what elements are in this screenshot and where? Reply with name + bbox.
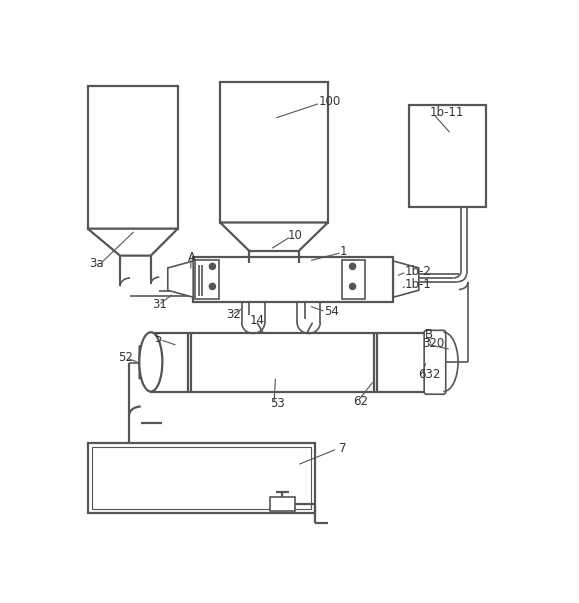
Text: 62: 62 bbox=[353, 396, 368, 408]
Text: 5: 5 bbox=[154, 332, 162, 346]
Text: 1b-11: 1b-11 bbox=[430, 106, 464, 119]
Polygon shape bbox=[140, 346, 151, 379]
Text: 1: 1 bbox=[339, 245, 347, 258]
Text: 1b-2: 1b-2 bbox=[405, 265, 432, 277]
Text: 7: 7 bbox=[339, 441, 347, 455]
Bar bbox=[220, 81, 328, 223]
Text: A: A bbox=[188, 251, 196, 264]
Polygon shape bbox=[220, 223, 328, 251]
Text: 10: 10 bbox=[288, 229, 303, 242]
Text: 320: 320 bbox=[423, 337, 445, 350]
Text: B: B bbox=[425, 327, 433, 341]
Text: 32: 32 bbox=[226, 308, 241, 321]
Bar bbox=[87, 86, 178, 229]
Bar bbox=[91, 447, 311, 509]
FancyBboxPatch shape bbox=[424, 330, 446, 394]
Bar bbox=[342, 260, 365, 298]
Text: 100: 100 bbox=[318, 95, 341, 108]
Text: 1b-1: 1b-1 bbox=[405, 277, 432, 291]
Polygon shape bbox=[87, 229, 178, 256]
Text: 3a: 3a bbox=[89, 257, 104, 270]
Ellipse shape bbox=[140, 332, 162, 391]
Circle shape bbox=[210, 283, 215, 289]
Bar bbox=[151, 333, 428, 392]
Bar bbox=[246, 264, 302, 271]
Bar bbox=[270, 497, 295, 511]
Text: 52: 52 bbox=[119, 351, 133, 364]
Bar bbox=[196, 260, 219, 298]
Text: 31: 31 bbox=[152, 298, 167, 311]
Bar bbox=[425, 348, 437, 364]
Text: 53: 53 bbox=[270, 397, 285, 410]
Polygon shape bbox=[393, 261, 419, 297]
Circle shape bbox=[210, 264, 215, 270]
Circle shape bbox=[350, 283, 356, 289]
Circle shape bbox=[350, 264, 356, 270]
Polygon shape bbox=[168, 261, 193, 297]
Text: 632: 632 bbox=[418, 368, 441, 382]
Bar bbox=[409, 105, 486, 207]
Text: 54: 54 bbox=[324, 305, 339, 318]
Bar bbox=[193, 257, 393, 302]
Text: 14: 14 bbox=[250, 314, 265, 327]
Bar bbox=[87, 443, 315, 513]
